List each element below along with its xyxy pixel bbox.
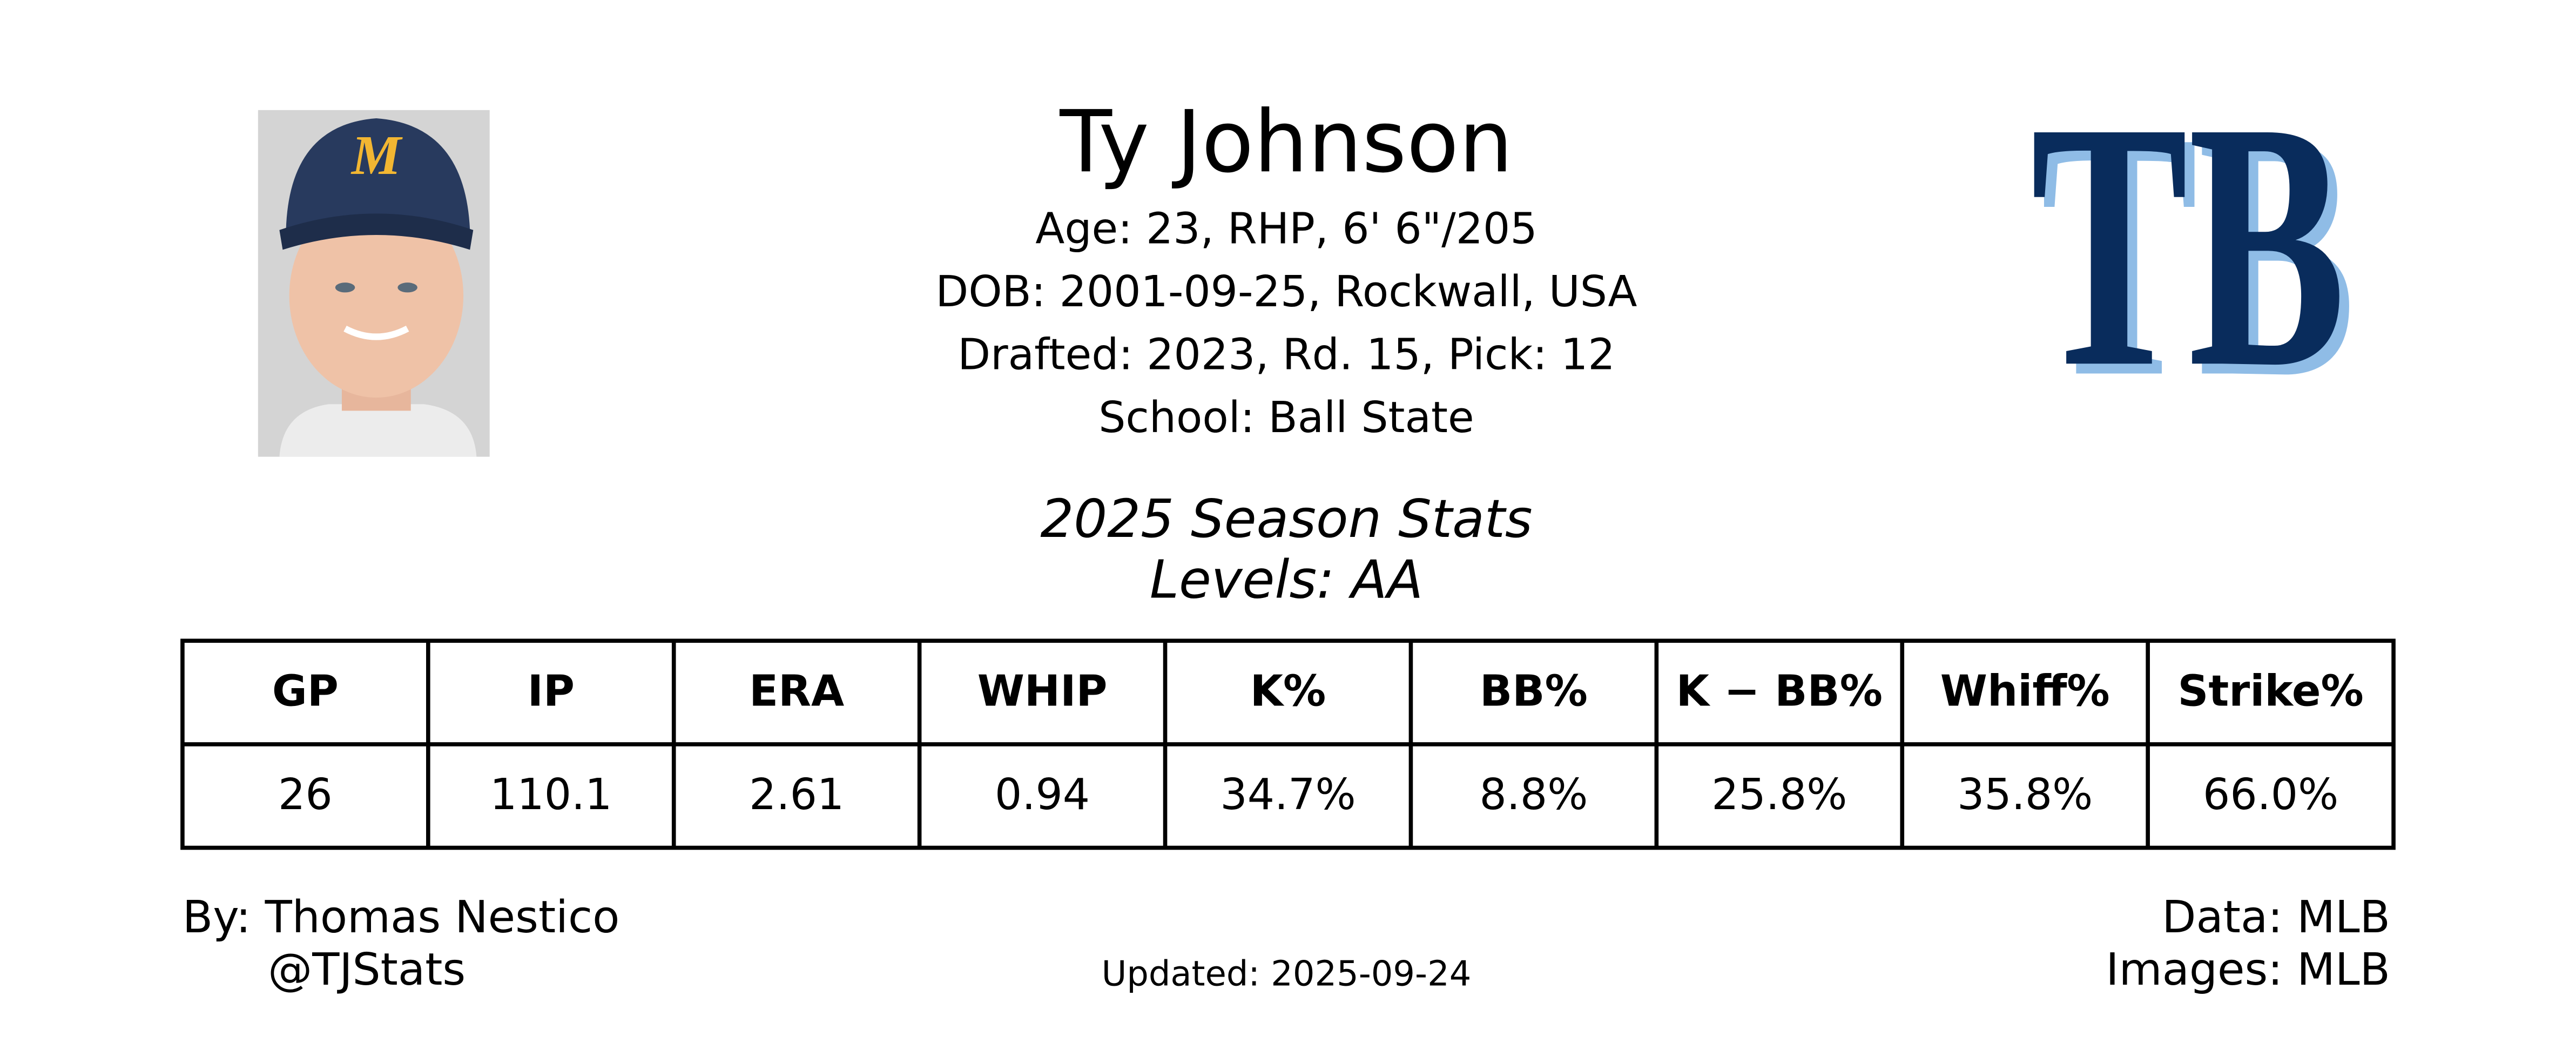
- player-name: Ty Johnson: [1059, 92, 1513, 192]
- stats-title: 2025 Season Stats: [1040, 488, 1532, 549]
- column-header: K%: [1250, 667, 1326, 716]
- column-header: ERA: [749, 667, 844, 716]
- detail-line: School: Ball State: [1098, 393, 1474, 442]
- table-cell: 0.94: [995, 770, 1090, 819]
- column-header: Whiff%: [1940, 667, 2110, 716]
- data-source: Data: MLB: [2162, 892, 2390, 943]
- table-cell: 2.61: [749, 770, 844, 819]
- handle: @TJStats: [268, 944, 466, 995]
- table-cell: 25.8%: [1711, 770, 1847, 819]
- detail-line: DOB: 2001-09-25, Rockwall, USA: [935, 267, 1637, 317]
- table-cell: 110.1: [490, 770, 612, 819]
- table-cell: 26: [278, 770, 333, 819]
- updated: Updated: 2025-09-24: [1102, 954, 1472, 994]
- column-header: WHIP: [977, 667, 1108, 716]
- team-logo: TB TB: [2031, 49, 2356, 450]
- svg-text:M: M: [350, 125, 403, 186]
- column-header: K − BB%: [1676, 667, 1883, 716]
- image-source: Images: MLB: [2106, 944, 2390, 995]
- table-cell: 35.8%: [1957, 770, 2093, 819]
- detail-line: Drafted: 2023, Rd. 15, Pick: 12: [957, 329, 1615, 379]
- table-cell: 8.8%: [1479, 770, 1588, 819]
- player-details: Age: 23, RHP, 6' 6"/205 DOB: 2001-09-25, …: [935, 204, 1637, 442]
- stats-subtitle: Levels: AA: [1150, 549, 1423, 610]
- stats-table: GP IP ERA WHIP K% BB% K − BB% Whiff% Strike% 26 11…: [180, 638, 2396, 850]
- table-cell: 66.0%: [2203, 770, 2338, 819]
- table-cell: 34.7%: [1220, 770, 1356, 819]
- detail-line: Age: 23, RHP, 6' 6"/205: [1035, 204, 1537, 253]
- column-header: IP: [528, 667, 575, 716]
- author: By: Thomas Nestico: [183, 892, 619, 943]
- column-header: Strike%: [2178, 667, 2364, 716]
- column-header: BB%: [1480, 667, 1588, 716]
- team-logo-shadow: TB: [2040, 59, 2356, 450]
- column-header: GP: [272, 667, 339, 716]
- player-photo: M: [258, 110, 490, 457]
- team-logo-text: TB: [2031, 49, 2346, 440]
